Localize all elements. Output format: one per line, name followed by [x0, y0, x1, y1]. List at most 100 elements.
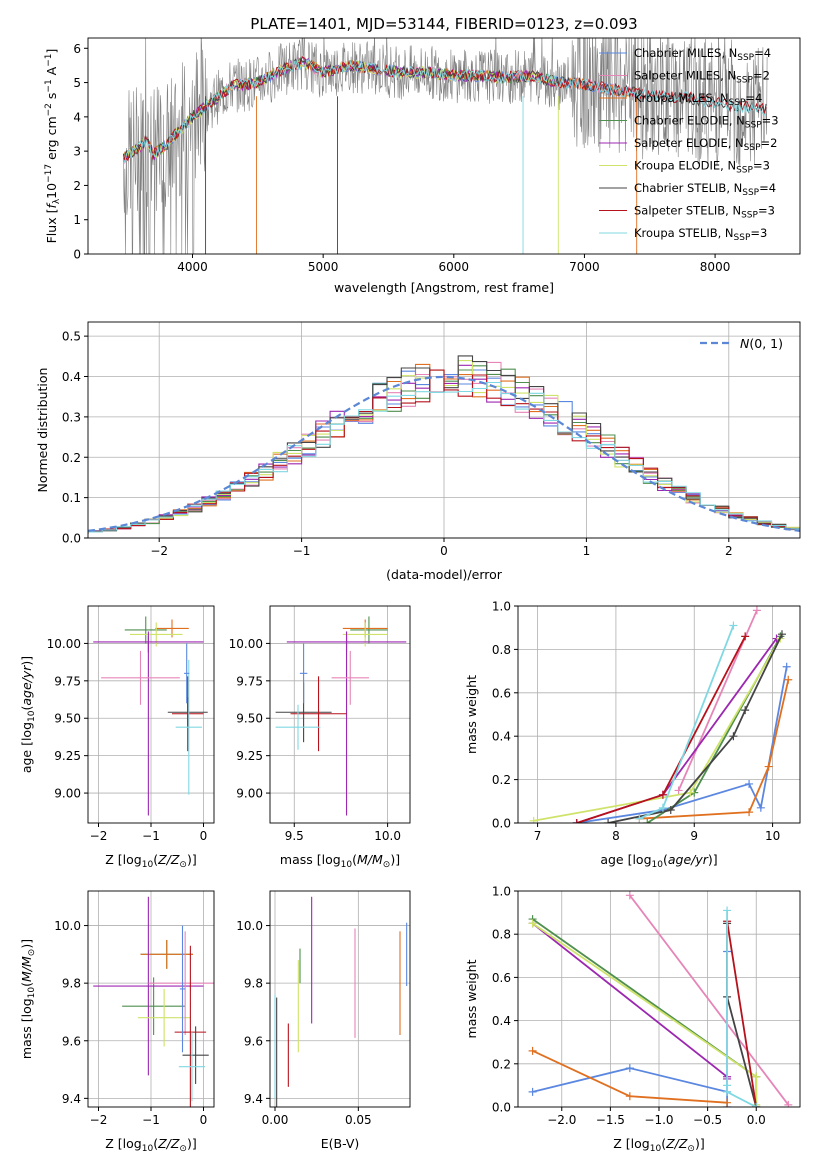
x-tick-label: −2 [90, 1113, 108, 1127]
legend-label: Kroupa STELIB, NSSP=3 [634, 226, 767, 243]
y-tick-label: 9.75 [54, 674, 81, 688]
weight-marker [764, 762, 773, 771]
axes-frame [87, 37, 801, 255]
x-tick-label: 1 [583, 544, 591, 558]
x-axis-label: mass [log10(M/M⊙)] [280, 852, 400, 870]
y-tick-label: 9.4 [62, 1092, 81, 1106]
figure-title: PLATE=1401, MJD=53144, FIBERID=0123, z=0… [250, 15, 637, 33]
y-axis-label: Normed distribution [35, 368, 50, 493]
weight-marker [756, 803, 765, 812]
y-axis-label: age [log10(age/yr)] [19, 656, 37, 773]
y-tick-label: 0 [73, 248, 81, 262]
x-tick-label: −2 [90, 829, 108, 843]
y-tick-label: 0.0 [62, 532, 81, 546]
weight-marker [723, 1087, 732, 1096]
y-tick-label: 10.0 [236, 919, 263, 933]
y-tick-label: 9.25 [54, 749, 81, 763]
residuals-panel: −2 −1 0 1 2 0.0 0.1 0.2 0.3 0.4 0.5 N(0, 1) (data-mo… [35, 321, 801, 582]
y-tick-label: 0.6 [492, 971, 511, 985]
weight-marker [729, 621, 738, 630]
weight-marker [529, 816, 538, 823]
weight-marker [643, 819, 652, 823]
axes-frame [269, 890, 411, 1108]
x-tick-label: 0 [440, 544, 448, 558]
plot-area [275, 616, 407, 816]
weight-marker [741, 706, 750, 715]
weight-marker [572, 819, 581, 823]
weight-marker [635, 814, 644, 823]
y-tick-label: 0.2 [492, 1057, 511, 1071]
plot-area [122, 38, 768, 254]
mass-vs-reddening-panel: 0.00 0.05 9.4 9.6 9.8 10.0 E(B-V) [236, 890, 411, 1151]
x-axis-label: Z [log10(Z/Z⊙)] [613, 1136, 704, 1154]
x-tick-label: 8 [612, 829, 620, 843]
plot-area [93, 896, 214, 1107]
weight-marker [625, 1092, 634, 1101]
legend-label: Chabrier MILES, NSSP=4 [634, 46, 771, 63]
y-tick-label: 0.4 [492, 730, 511, 744]
y-tick-label: 9.6 [244, 1034, 263, 1048]
model-spectrum [122, 59, 767, 164]
age-vs-mass-panel: 9.5 10.0 9.00 9.25 9.50 9.75 10.00 mass [log10(… [229, 605, 411, 870]
y-tick-label: 1.0 [492, 885, 511, 899]
weight-marker [723, 1098, 732, 1107]
plot-area [274, 896, 408, 1107]
y-tick-label: 0.1 [62, 491, 81, 505]
y-tick-label: 0.4 [62, 370, 81, 384]
y-tick-label: 2 [73, 179, 81, 193]
weight-line [726, 921, 758, 1107]
weight-marker [777, 630, 786, 639]
y-tick-label: 0.2 [62, 451, 81, 465]
x-tick-label: 0.0 [747, 1113, 766, 1127]
x-tick-label: 8000 [700, 260, 731, 274]
weight-marker [752, 1072, 761, 1081]
x-tick-label: 0 [200, 829, 208, 843]
x-tick-label: 9.5 [285, 829, 304, 843]
weight-line [629, 894, 790, 1106]
normal-curve [88, 375, 800, 532]
weight-line [639, 625, 735, 820]
y-tick-label: 3 [73, 145, 81, 159]
y-tick-label: 1 [73, 213, 81, 227]
y-tick-label: 0.5 [62, 330, 81, 344]
x-tick-label: 0.00 [262, 1113, 289, 1127]
x-tick-label: 5000 [308, 260, 339, 274]
y-tick-label: 9.50 [236, 712, 263, 726]
weight-marker [528, 1046, 537, 1055]
x-tick-label: 2 [725, 544, 733, 558]
weight-marker [658, 803, 667, 812]
plot-area [93, 616, 208, 816]
weight-marker [528, 1087, 537, 1096]
weight-marker [666, 805, 675, 814]
y-axis-label: mass weight [464, 959, 479, 1038]
x-tick-label: 6000 [439, 260, 470, 274]
y-tick-label: 4 [73, 110, 81, 124]
weight-marker [752, 606, 761, 615]
x-tick-label: −1 [142, 829, 160, 843]
weight-marker [752, 1103, 761, 1107]
weight-marker [745, 779, 754, 788]
x-tick-label: −1 [142, 1113, 160, 1127]
x-tick-label: −1 [293, 544, 311, 558]
x-axis-label: age [log10(age/yr)] [600, 852, 717, 870]
y-axis-label: mass [log10(M/M⊙)] [19, 939, 37, 1059]
legend-label: Kroupa ELODIE, NSSP=3 [634, 159, 770, 176]
weight-marker [528, 919, 537, 928]
plot-area [528, 891, 793, 1107]
legend-label: Chabrier STELIB, NSSP=4 [634, 181, 776, 198]
y-tick-label: 9.00 [54, 787, 81, 801]
y-tick-label: 9.00 [236, 787, 263, 801]
axes-frame [269, 605, 411, 824]
legend-label: Salpeter ELODIE, NSSP=2 [634, 136, 777, 153]
x-tick-label: 10.0 [374, 829, 401, 843]
y-tick-label: 0.0 [492, 817, 511, 831]
x-axis-label: Z [log10(Z/Z⊙)] [105, 852, 196, 870]
weight-line [533, 638, 782, 822]
y-tick-label: 6 [73, 42, 81, 56]
x-tick-label: 9 [690, 829, 698, 843]
mass-vs-metallicity-panel: −2 −1 0 9.4 9.6 9.8 10.0 Z [log10(Z/Z⊙)] mass [l… [19, 890, 215, 1154]
x-tick-label: 7 [534, 829, 542, 843]
x-tick-label: 7000 [569, 260, 600, 274]
residual-histogram [88, 381, 800, 534]
